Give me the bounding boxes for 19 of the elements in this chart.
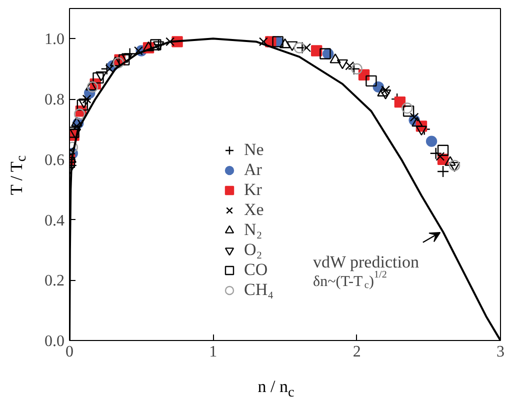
legend-label: Kr (244, 180, 263, 200)
y-tick-label: 0.8 (44, 92, 64, 109)
y-tick-label: 0.6 (44, 152, 64, 169)
y-tick-label: 1.0 (44, 31, 64, 48)
legend-label: N₂ (244, 220, 264, 240)
x-tick-label: 2 (352, 344, 361, 360)
legend-label: O₂ (244, 240, 264, 260)
legend-label: Xe (244, 200, 264, 220)
legend-label: Ar (244, 160, 263, 180)
legend-label: CO (244, 260, 268, 280)
x-axis-title: n / n$_{c}$ (258, 376, 294, 401)
y-tick-label: 0.2 (44, 272, 64, 290)
y-tick-label: 0.4 (44, 212, 64, 230)
x-tick-label: 0 (66, 344, 74, 360)
x-tick-label: 3 (496, 344, 504, 360)
legend-label: CH₄ (244, 280, 274, 300)
y-tick-label: 0.0 (44, 333, 64, 350)
x-tick-label: 1 (209, 344, 218, 360)
legend-label: Ne (244, 140, 264, 160)
